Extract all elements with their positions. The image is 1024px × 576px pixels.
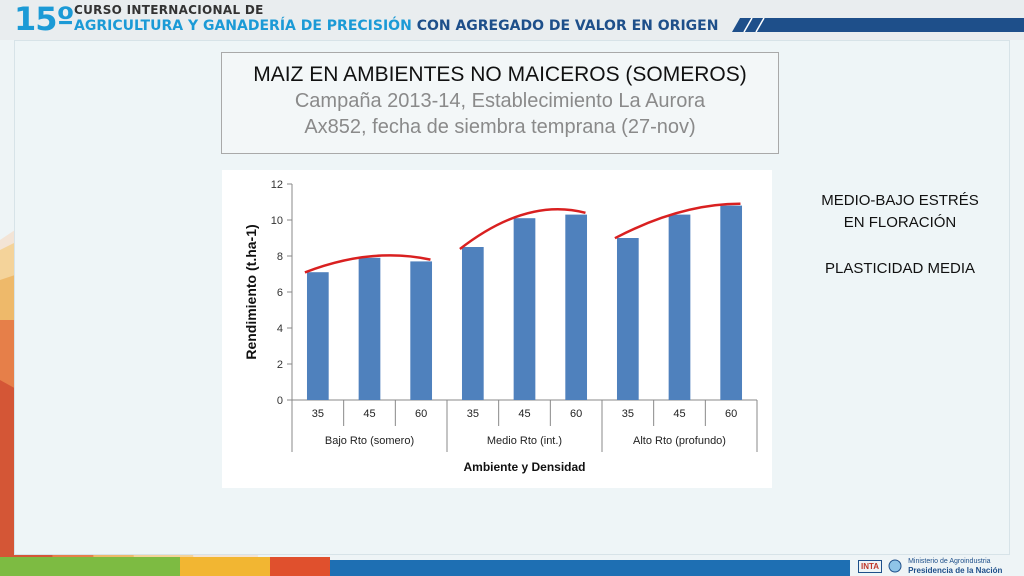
x-tick-label: 60 — [570, 408, 582, 420]
x-tick-label: 60 — [415, 408, 427, 420]
x-tick-label: 60 — [725, 408, 737, 420]
bar — [358, 257, 381, 400]
group-label: Bajo Rto (somero) — [325, 435, 414, 447]
slide-title: MAIZ EN AMBIENTES NO MAICEROS (SOMEROS) — [253, 63, 747, 86]
footer-logos: INTA Ministerio de Agroindustria Preside… — [858, 556, 1002, 576]
bar — [461, 247, 484, 400]
bar — [565, 214, 588, 400]
y-tick-label: 2 — [277, 359, 283, 371]
y-tick-label: 12 — [271, 179, 283, 191]
x-tick-label: 35 — [312, 408, 324, 420]
y-tick-label: 4 — [277, 323, 283, 335]
x-tick-label: 35 — [467, 408, 479, 420]
edition-number: 15º — [14, 0, 75, 38]
chart-container: 0 2 4 6 8 10 12 35 45 60 Bajo Rto (somero) 35 45 60 Me… — [222, 170, 772, 488]
y-tick-label: 8 — [277, 251, 283, 263]
yield-chart: 0 2 4 6 8 10 12 35 45 60 Bajo Rto (somero) 35 45 60 Me… — [243, 179, 758, 474]
inta-logo: INTA — [858, 559, 883, 573]
title-box: MAIZ EN AMBIENTES NO MAICEROS (SOMEROS) … — [221, 52, 779, 154]
bar — [306, 272, 329, 400]
x-tick-label: 45 — [518, 408, 530, 420]
trend-curve — [304, 254, 431, 274]
bar — [513, 218, 536, 400]
footer-stripes — [0, 557, 850, 576]
header-line2-part1: AGRICULTURA Y GANADERÍA DE PRECISIÓN — [74, 18, 412, 34]
coat-of-arms-icon — [888, 559, 902, 573]
y-tick-label: 6 — [277, 287, 283, 299]
bar — [668, 214, 691, 400]
bar — [616, 238, 639, 400]
trend-curve — [459, 208, 586, 250]
header-line2: AGRICULTURA Y GANADERÍA DE PRECISIÓN CON… — [74, 18, 718, 34]
trend-curve — [614, 202, 741, 240]
x-tick-label: 45 — [673, 408, 685, 420]
group-label: Medio Rto (int.) — [487, 435, 562, 447]
bar — [410, 261, 433, 400]
y-tick-label: 0 — [277, 395, 283, 407]
y-axis-title: Rendimiento (t.ha-1) — [243, 224, 259, 359]
slide-subtitle1: Campaña 2013-14, Establecimiento La Auro… — [294, 90, 706, 112]
slide-subtitle2: Ax852, fecha de siembra temprana (27-nov… — [304, 116, 696, 138]
y-tick-label: 10 — [271, 215, 283, 227]
header-line2-part2: CON AGREGADO DE VALOR EN ORIGEN — [416, 18, 719, 34]
note1-line1: MEDIO-BAJO ESTRÉS — [821, 192, 979, 209]
group-label: Alto Rto (profundo) — [633, 435, 726, 447]
bar — [720, 205, 743, 400]
header-stripes — [732, 18, 1024, 32]
side-notes: MEDIO-BAJO ESTRÉS EN FLORACIÓN PLASTICID… — [800, 190, 1000, 280]
ministry-line2: Presidencia de la Nación — [908, 566, 1003, 575]
note2: PLASTICIDAD MEDIA — [824, 260, 976, 277]
x-tick-label: 35 — [622, 408, 634, 420]
note1-line2: EN FLORACIÓN — [843, 214, 957, 231]
x-axis-title: Ambiente y Densidad — [463, 460, 585, 474]
ministry-line1: Ministerio de Agroindustria — [908, 558, 991, 565]
x-tick-label: 45 — [363, 408, 375, 420]
header-bar: 15º CURSO INTERNACIONAL DE AGRICULTURA Y… — [0, 0, 1024, 40]
header-line1: CURSO INTERNACIONAL DE — [74, 3, 264, 17]
